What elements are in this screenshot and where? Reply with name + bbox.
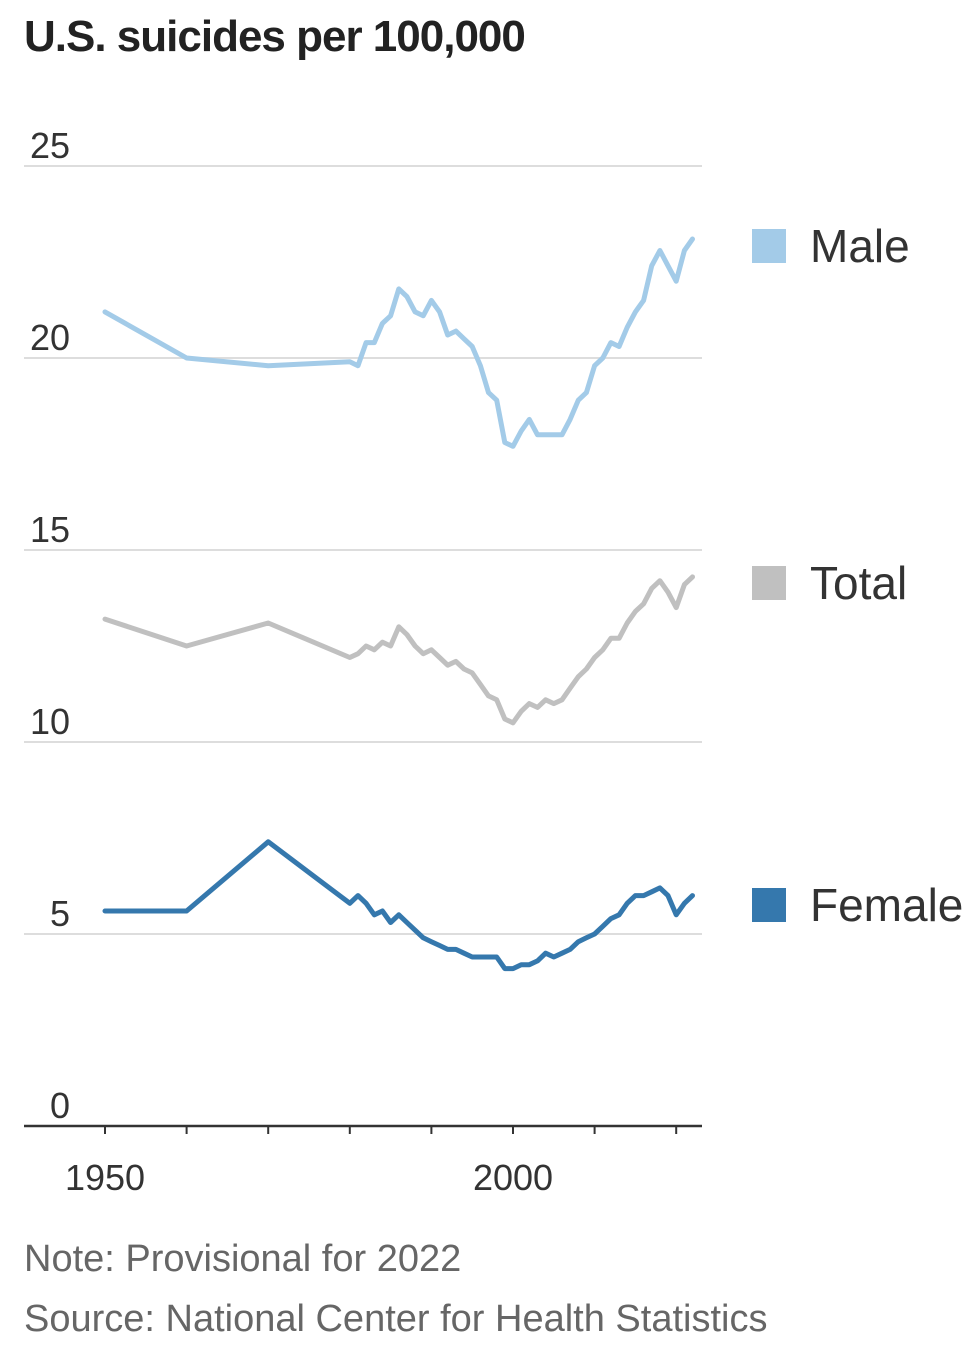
legend-swatch-total bbox=[752, 566, 786, 600]
x-tick-label-2000: 2000 bbox=[473, 1157, 553, 1198]
legend-label-male: Male bbox=[810, 220, 910, 272]
y-axis-tick-labels: 0 5 10 15 20 25 bbox=[30, 125, 70, 1126]
y-tick-label-10: 10 bbox=[30, 701, 70, 742]
y-tick-label-20: 20 bbox=[30, 317, 70, 358]
series-line-total bbox=[102, 574, 695, 726]
legend-swatch-male bbox=[752, 229, 786, 263]
y-tick-label-0: 0 bbox=[50, 1085, 70, 1126]
legend-label-female: Female bbox=[810, 879, 963, 931]
legend: Male Total Female bbox=[752, 220, 963, 931]
series-lines bbox=[102, 236, 695, 972]
gridlines bbox=[24, 165, 702, 935]
legend-label-total: Total bbox=[810, 557, 907, 609]
x-tick-label-1950: 1950 bbox=[65, 1157, 145, 1198]
legend-swatch-female bbox=[752, 888, 786, 922]
y-tick-label-5: 5 bbox=[50, 893, 70, 934]
series-line-female bbox=[102, 839, 695, 972]
chart-title: U.S. suicides per 100,000 bbox=[24, 12, 526, 61]
x-axis-ticks: 1950 2000 bbox=[65, 1126, 678, 1198]
y-tick-label-15: 15 bbox=[30, 509, 70, 550]
chart-source: Source: National Center for Health Stati… bbox=[24, 1298, 768, 1340]
series-line-male bbox=[102, 236, 695, 449]
y-tick-label-25: 25 bbox=[30, 125, 70, 166]
chart-note: Note: Provisional for 2022 bbox=[24, 1238, 462, 1280]
line-chart: 0 5 10 15 20 25 1950 2000 Male Total Female bbox=[24, 125, 963, 1198]
